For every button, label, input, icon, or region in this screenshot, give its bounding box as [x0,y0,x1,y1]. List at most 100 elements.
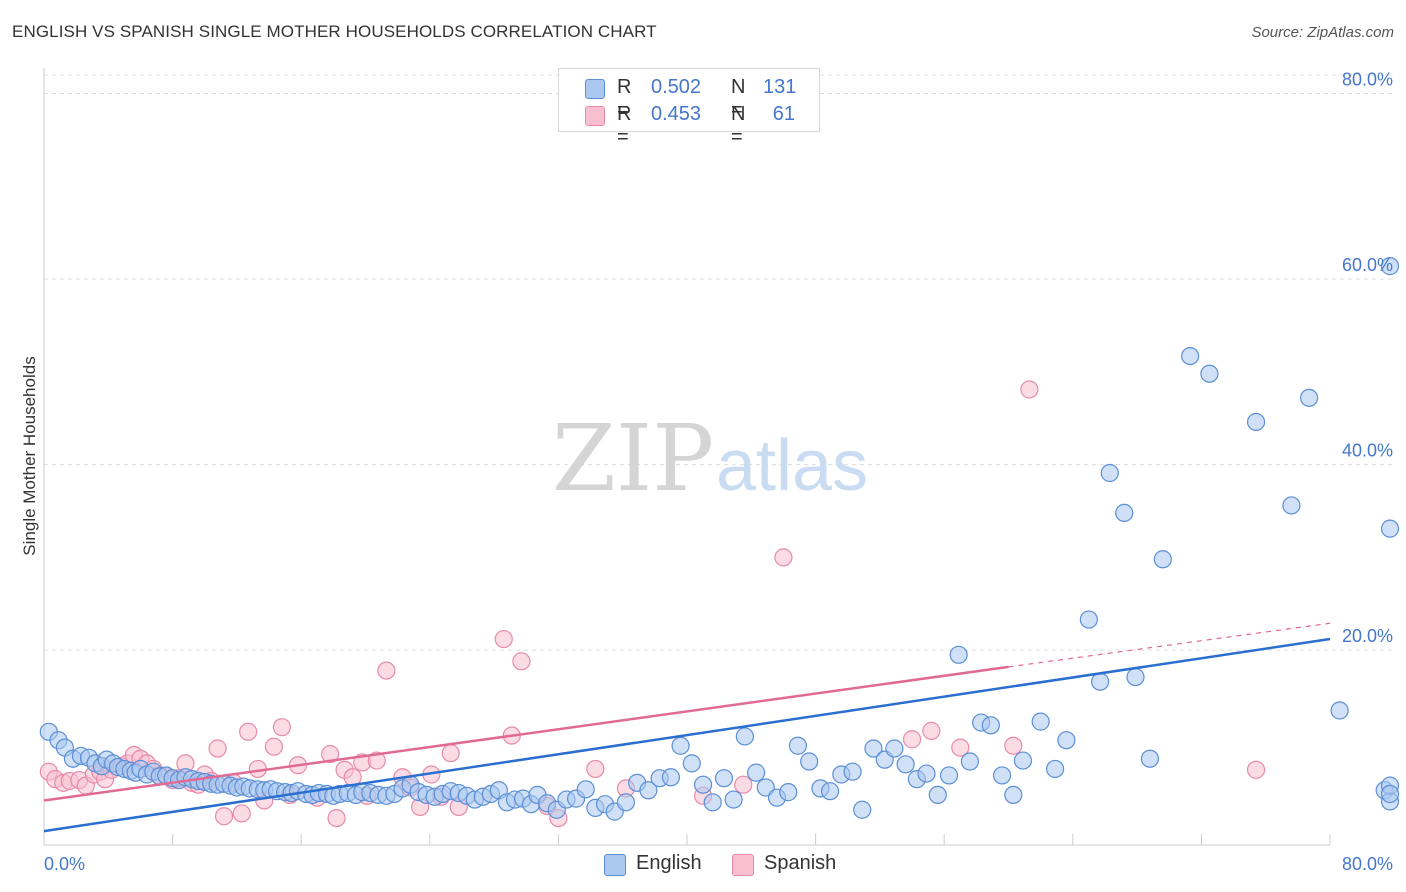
english-point [960,752,980,771]
spanish-point [264,737,283,756]
english-point [747,763,766,782]
english-point [682,754,701,773]
x-tick-label: 0.0% [44,854,85,874]
spanish-swatch [585,106,605,126]
spanish-n-label: N = [731,103,746,148]
spanish-point [512,652,531,671]
english-point [1115,503,1134,522]
english-point [1057,731,1076,750]
english-point [616,793,636,812]
spanish-point [951,738,970,757]
english-legend-swatch [604,854,626,876]
english-point [885,739,904,758]
english-point [639,781,658,800]
spanish-legend-label: Spanish [764,852,837,874]
english-point [661,768,681,787]
english-n-label: N = [731,76,746,121]
chart-title: ENGLISH VS SPANISH SINGLE MOTHER HOUSEHO… [12,22,657,41]
spanish-point [367,751,386,770]
english-point [1282,496,1301,515]
spanish-point [774,548,793,567]
y-tick-label: 40.0% [1342,441,1393,461]
spanish-point [208,739,227,758]
spanish-point [239,722,258,741]
english-point [1380,784,1400,804]
english-point [703,793,722,812]
english-point [1031,712,1050,731]
english-point [981,716,1000,735]
english-point [853,800,872,819]
spanish-point [232,804,251,823]
spanish-point [441,744,460,763]
english-point [864,739,883,758]
trend-lines [43,622,1331,833]
spanish-point [272,718,292,737]
spanish-point [1246,760,1266,779]
english-point [917,764,936,783]
english-point [843,762,862,781]
english-point [1079,610,1098,629]
english-point [1246,412,1266,432]
english-point [928,785,947,805]
english-legend-label: English [636,852,702,874]
english-trend-line [43,637,1331,833]
spanish-n-value: 61 [772,103,795,125]
english-point [779,783,798,802]
english-point [693,775,713,794]
y-tick-label: 60.0% [1342,255,1393,275]
english-point [735,727,754,746]
y-tick-label: 80.0% [1342,70,1393,90]
spanish-point [586,759,605,779]
english-point [1126,667,1145,687]
english-point [1046,759,1065,779]
english-r-label: R = [617,76,632,121]
english-point [949,645,968,664]
source-label: Source: ZipAtlas.com [1251,24,1394,41]
english-point [992,766,1012,785]
axes [43,68,1331,846]
english-point [1380,257,1400,276]
english-point [1100,463,1119,483]
english-point [1013,751,1033,770]
spanish-r-value: 0.453 [651,103,702,125]
english-swatch [585,79,605,99]
english-point [1153,550,1172,569]
english-point [576,780,595,799]
y-axis-label: Single Mother Households [20,356,39,555]
watermark-zip: ZIP [552,405,714,512]
watermark: ZIP atlas [552,405,868,512]
english-point [1200,364,1219,383]
watermark-atlas: atlas [716,426,868,506]
tick-labels: 20.0% 40.0% 60.0% 80.0% 0.0% 80.0% [44,70,1393,874]
spanish-point [1004,736,1023,755]
spanish-point [734,775,753,794]
english-point [714,769,734,788]
spanish-point [321,744,340,764]
spanish-trend-line [43,665,1009,802]
spanish-legend-swatch [732,854,754,876]
english-point [1091,672,1110,691]
english-point [671,736,690,755]
english-points [39,257,1400,821]
spanish-point [922,721,941,740]
english-point [724,790,743,809]
english-point [800,752,819,771]
english-point [788,736,808,755]
spanish-point [214,807,234,826]
english-r-value: 0.502 [651,76,702,98]
spanish-point [494,629,513,649]
english-n-value: 131 [763,76,797,98]
spanish-point [902,730,922,749]
english-point [820,782,840,801]
english-point [1380,519,1400,538]
spanish-point [1020,380,1039,399]
stats-legend: R = 0.502 N = 131 R = 0.453 N = 61 [558,68,820,148]
y-tick-label: 20.0% [1342,626,1393,646]
english-point [1140,749,1160,768]
spanish-point [377,661,396,680]
spanish-point [327,808,346,828]
english-point [896,755,915,774]
x-tick-label: 80.0% [1342,854,1393,874]
english-point [1330,701,1349,720]
